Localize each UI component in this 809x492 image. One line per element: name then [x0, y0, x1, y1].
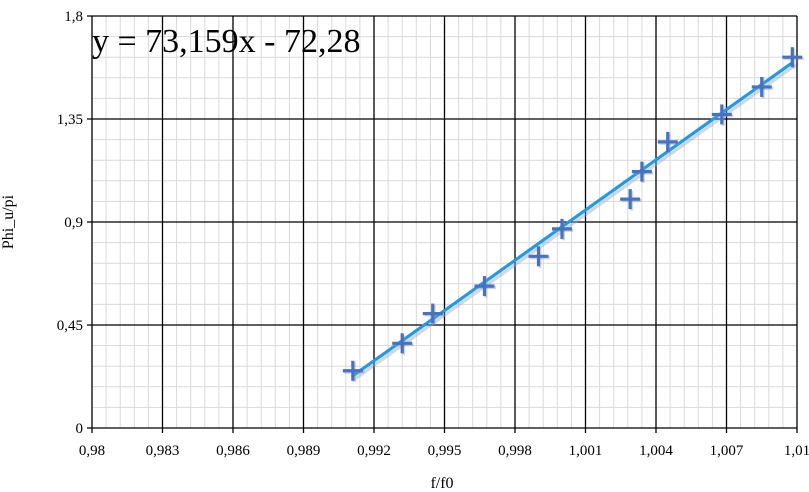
data-point — [552, 218, 574, 241]
x-tick-label: 0,989 — [287, 443, 321, 459]
x-tick-label: 0,995 — [428, 443, 462, 459]
x-tick-label: 0,986 — [216, 443, 250, 459]
data-point — [782, 47, 804, 69]
x-tick-label: 0,983 — [146, 443, 180, 459]
data-point — [657, 131, 680, 154]
y-tick-label: 1,35 — [57, 112, 83, 128]
data-point — [474, 276, 496, 298]
data-point — [751, 76, 774, 99]
x-tick-label: 1,001 — [569, 443, 603, 459]
x-tick-label: 1,01 — [784, 443, 809, 459]
data-point — [711, 104, 734, 126]
trendline-group — [351, 61, 797, 381]
major-grid — [87, 15, 798, 433]
y-tick-label: 0 — [76, 421, 84, 437]
x-tick-label: 0,98 — [79, 443, 105, 459]
y-tick-labels: 0 0,45 0,9 1,35 1,8 — [57, 9, 83, 437]
y-tick-label: 1,8 — [64, 9, 83, 25]
x-tick-label: 0,992 — [357, 443, 391, 459]
data-points — [342, 47, 804, 383]
x-tick-label: 0,998 — [498, 443, 532, 459]
data-point — [620, 189, 642, 211]
x-tick-label: 1,007 — [710, 443, 744, 459]
x-tick-labels: 0,98 0,983 0,986 0,989 0,992 0,995 0,998 1,001 1… — [79, 443, 809, 459]
data-point — [422, 303, 445, 326]
x-tick-label: 1,004 — [639, 443, 673, 459]
y-tick-label: 0,9 — [64, 215, 83, 231]
x-axis-label: f/f0 — [430, 475, 453, 492]
y-tick-label: 0,45 — [57, 318, 83, 334]
data-point — [631, 161, 654, 184]
data-point — [392, 333, 414, 355]
trendline-equation: y = 73,159x - 72,28 — [92, 23, 361, 60]
data-point — [342, 360, 365, 383]
y-axis-label: Phi_u/pi — [0, 194, 17, 249]
data-point — [528, 246, 550, 268]
